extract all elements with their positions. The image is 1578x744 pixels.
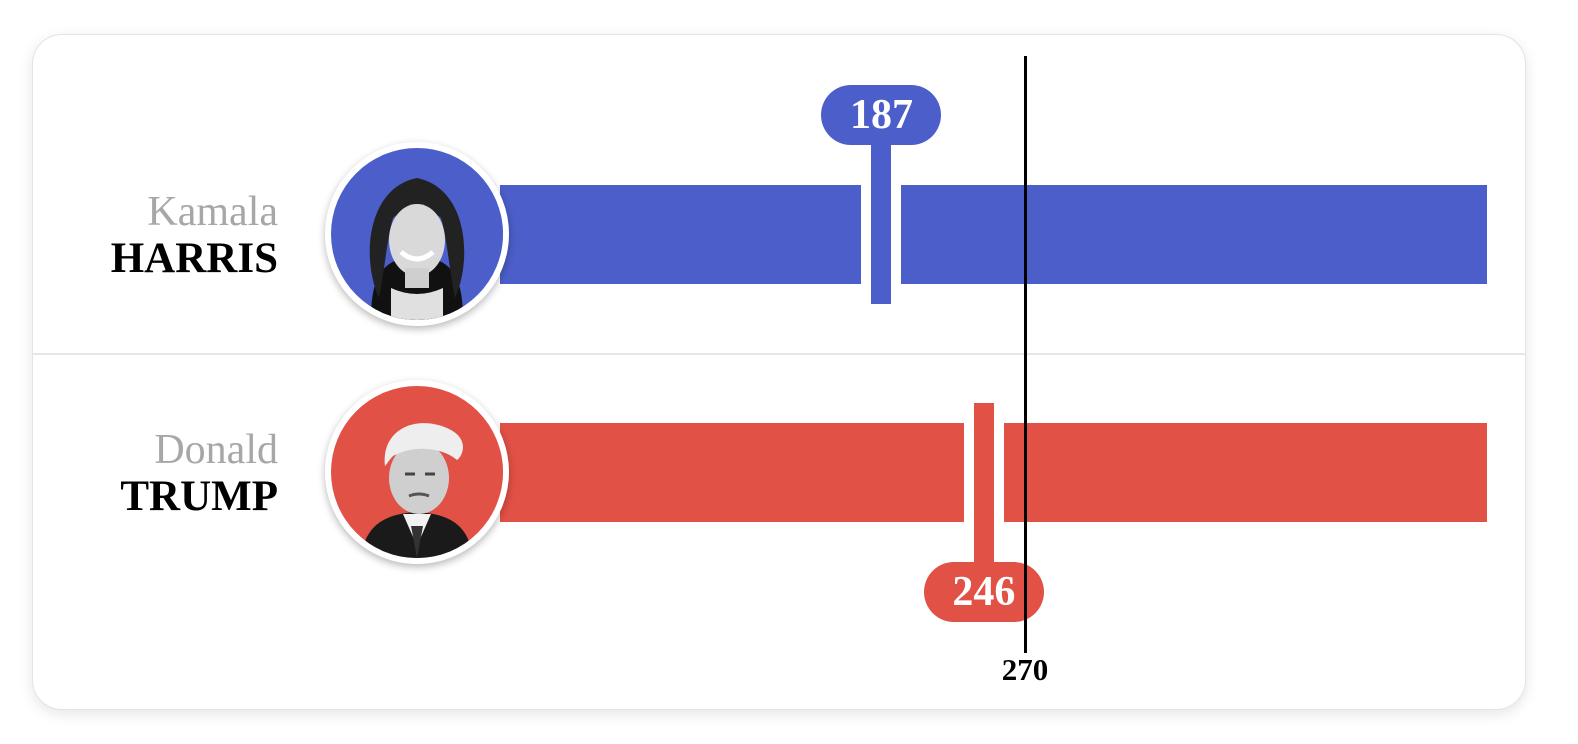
candidate-name-harris: Kamala HARRIS xyxy=(111,191,278,280)
first-name-harris: Kamala xyxy=(147,189,278,235)
value-marker-harris xyxy=(871,128,892,304)
value-label-harris: 187 xyxy=(821,85,942,145)
bar-harris xyxy=(500,185,1487,284)
first-name-trump: Donald xyxy=(154,427,278,473)
last-name-trump: TRUMP xyxy=(120,473,278,520)
value-text-harris: 187 xyxy=(849,92,913,138)
results-card xyxy=(32,34,1526,710)
last-name-harris: HARRIS xyxy=(110,235,278,282)
threshold-label: 270 xyxy=(1001,652,1049,687)
trump-portrait-icon xyxy=(325,380,509,564)
value-label-trump: 246 xyxy=(923,562,1044,622)
harris-portrait-icon xyxy=(325,142,509,326)
row-divider xyxy=(32,353,1526,355)
value-marker-trump xyxy=(973,403,994,593)
threshold-line xyxy=(1024,56,1027,653)
value-text-trump: 246 xyxy=(952,569,1016,615)
candidate-name-trump: Donald TRUMP xyxy=(120,429,278,518)
